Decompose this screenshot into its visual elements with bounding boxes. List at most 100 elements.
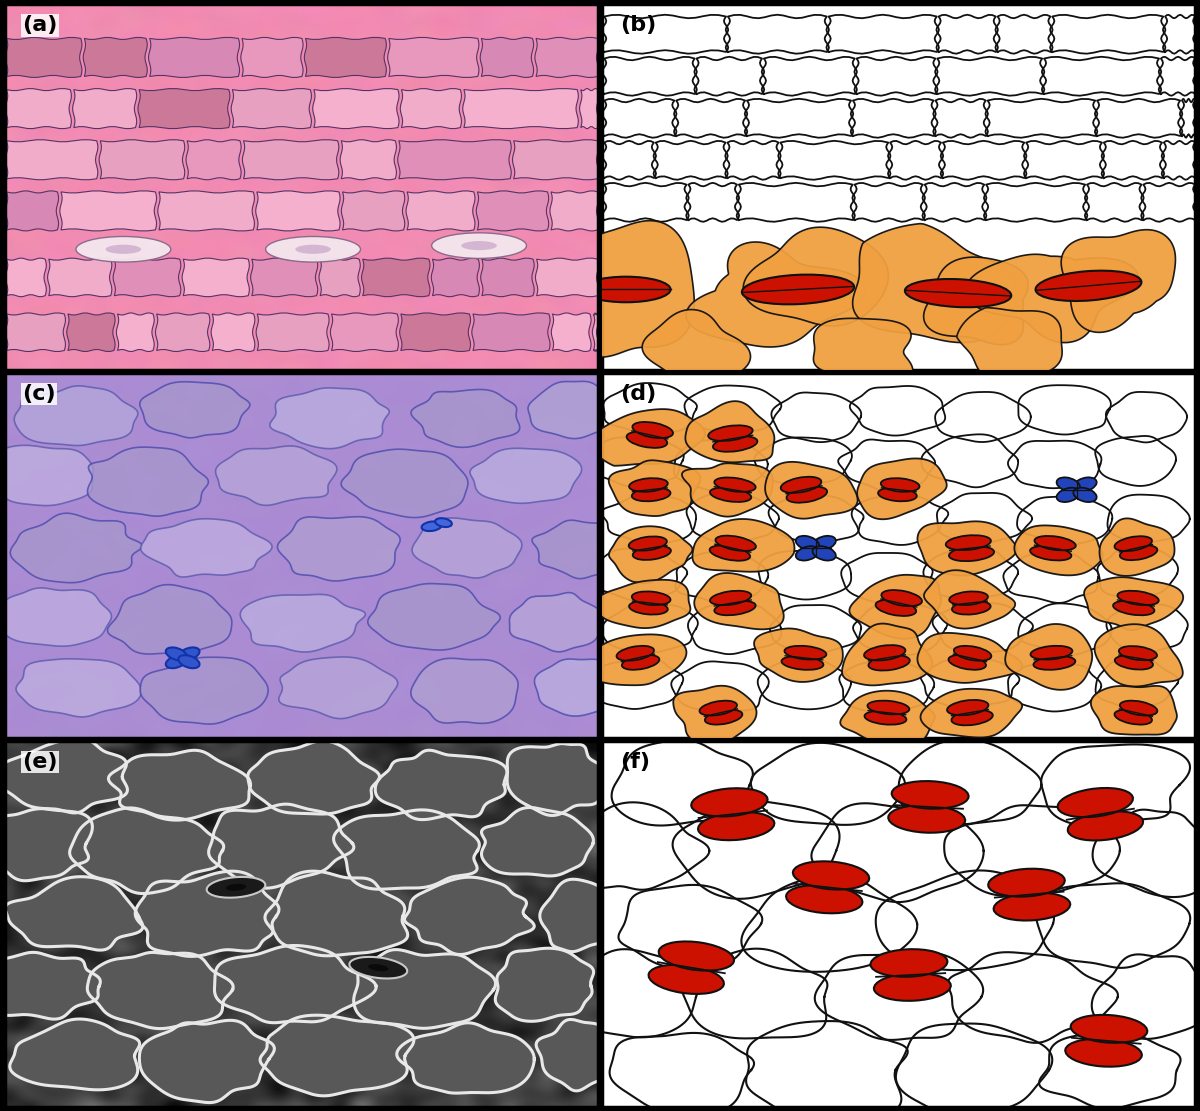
Polygon shape: [305, 38, 386, 78]
Polygon shape: [673, 685, 756, 745]
Ellipse shape: [876, 600, 916, 615]
Ellipse shape: [870, 949, 947, 977]
Ellipse shape: [796, 536, 820, 550]
Ellipse shape: [629, 601, 667, 614]
Polygon shape: [1099, 519, 1175, 575]
Polygon shape: [850, 574, 941, 639]
Ellipse shape: [1057, 488, 1080, 502]
Polygon shape: [5, 313, 66, 351]
Polygon shape: [481, 808, 594, 875]
Polygon shape: [232, 89, 312, 129]
Polygon shape: [685, 401, 774, 462]
Ellipse shape: [892, 781, 968, 809]
Polygon shape: [48, 258, 112, 297]
Ellipse shape: [632, 488, 671, 501]
Polygon shape: [512, 140, 599, 180]
Polygon shape: [270, 388, 389, 449]
Text: (a): (a): [23, 16, 58, 36]
Ellipse shape: [1115, 537, 1152, 551]
Ellipse shape: [1120, 546, 1157, 560]
Ellipse shape: [864, 645, 906, 660]
Polygon shape: [72, 89, 137, 129]
Polygon shape: [278, 657, 397, 719]
Polygon shape: [10, 1019, 139, 1090]
Ellipse shape: [691, 788, 768, 817]
Polygon shape: [388, 38, 479, 78]
Polygon shape: [240, 594, 365, 652]
Polygon shape: [918, 633, 1022, 683]
Ellipse shape: [1030, 546, 1072, 560]
Polygon shape: [754, 629, 842, 682]
Ellipse shape: [1033, 657, 1075, 670]
Ellipse shape: [432, 233, 527, 259]
Polygon shape: [5, 877, 143, 950]
Ellipse shape: [796, 547, 820, 561]
Ellipse shape: [1034, 536, 1075, 550]
Polygon shape: [5, 140, 98, 180]
Polygon shape: [550, 191, 599, 231]
Ellipse shape: [888, 805, 965, 833]
Polygon shape: [695, 573, 784, 629]
Text: (b): (b): [620, 16, 656, 36]
Ellipse shape: [1115, 710, 1152, 724]
Ellipse shape: [905, 279, 1012, 308]
Ellipse shape: [648, 964, 724, 994]
Polygon shape: [319, 258, 360, 297]
Text: (d): (d): [620, 383, 656, 403]
Ellipse shape: [1036, 271, 1141, 301]
Polygon shape: [580, 89, 599, 129]
Polygon shape: [260, 1015, 414, 1095]
Ellipse shape: [869, 655, 910, 671]
Ellipse shape: [714, 478, 756, 492]
Ellipse shape: [952, 601, 991, 614]
Ellipse shape: [708, 426, 752, 441]
Polygon shape: [211, 313, 254, 351]
Ellipse shape: [436, 518, 452, 527]
Ellipse shape: [632, 422, 673, 438]
Ellipse shape: [166, 648, 187, 660]
Polygon shape: [814, 319, 913, 383]
Polygon shape: [242, 140, 338, 180]
Polygon shape: [67, 313, 115, 351]
Polygon shape: [376, 750, 506, 820]
Polygon shape: [256, 313, 329, 351]
Polygon shape: [215, 945, 376, 1023]
Polygon shape: [480, 38, 534, 78]
Polygon shape: [136, 871, 278, 957]
Polygon shape: [642, 310, 750, 383]
Ellipse shape: [781, 657, 823, 670]
Polygon shape: [463, 89, 578, 129]
Polygon shape: [572, 221, 695, 357]
Polygon shape: [412, 390, 520, 448]
Polygon shape: [1091, 685, 1177, 734]
Ellipse shape: [632, 546, 671, 560]
Polygon shape: [686, 242, 865, 347]
Ellipse shape: [632, 591, 671, 605]
Text: (c): (c): [23, 383, 56, 403]
Ellipse shape: [742, 274, 854, 304]
Polygon shape: [508, 743, 614, 815]
Ellipse shape: [1073, 488, 1097, 502]
Polygon shape: [14, 386, 138, 446]
Ellipse shape: [715, 536, 756, 551]
Polygon shape: [472, 313, 550, 351]
Polygon shape: [534, 659, 625, 717]
Polygon shape: [186, 140, 241, 180]
Polygon shape: [241, 38, 304, 78]
Polygon shape: [535, 258, 599, 297]
Polygon shape: [367, 583, 500, 650]
Ellipse shape: [785, 645, 827, 660]
Ellipse shape: [582, 277, 671, 302]
Polygon shape: [277, 517, 400, 581]
Polygon shape: [0, 739, 127, 813]
Polygon shape: [682, 463, 773, 517]
Ellipse shape: [349, 957, 407, 979]
Ellipse shape: [881, 478, 919, 492]
Polygon shape: [251, 258, 318, 297]
Ellipse shape: [106, 244, 142, 253]
Ellipse shape: [946, 536, 991, 550]
Polygon shape: [397, 140, 511, 180]
Ellipse shape: [713, 437, 757, 452]
Polygon shape: [404, 878, 534, 954]
Polygon shape: [924, 257, 1028, 344]
